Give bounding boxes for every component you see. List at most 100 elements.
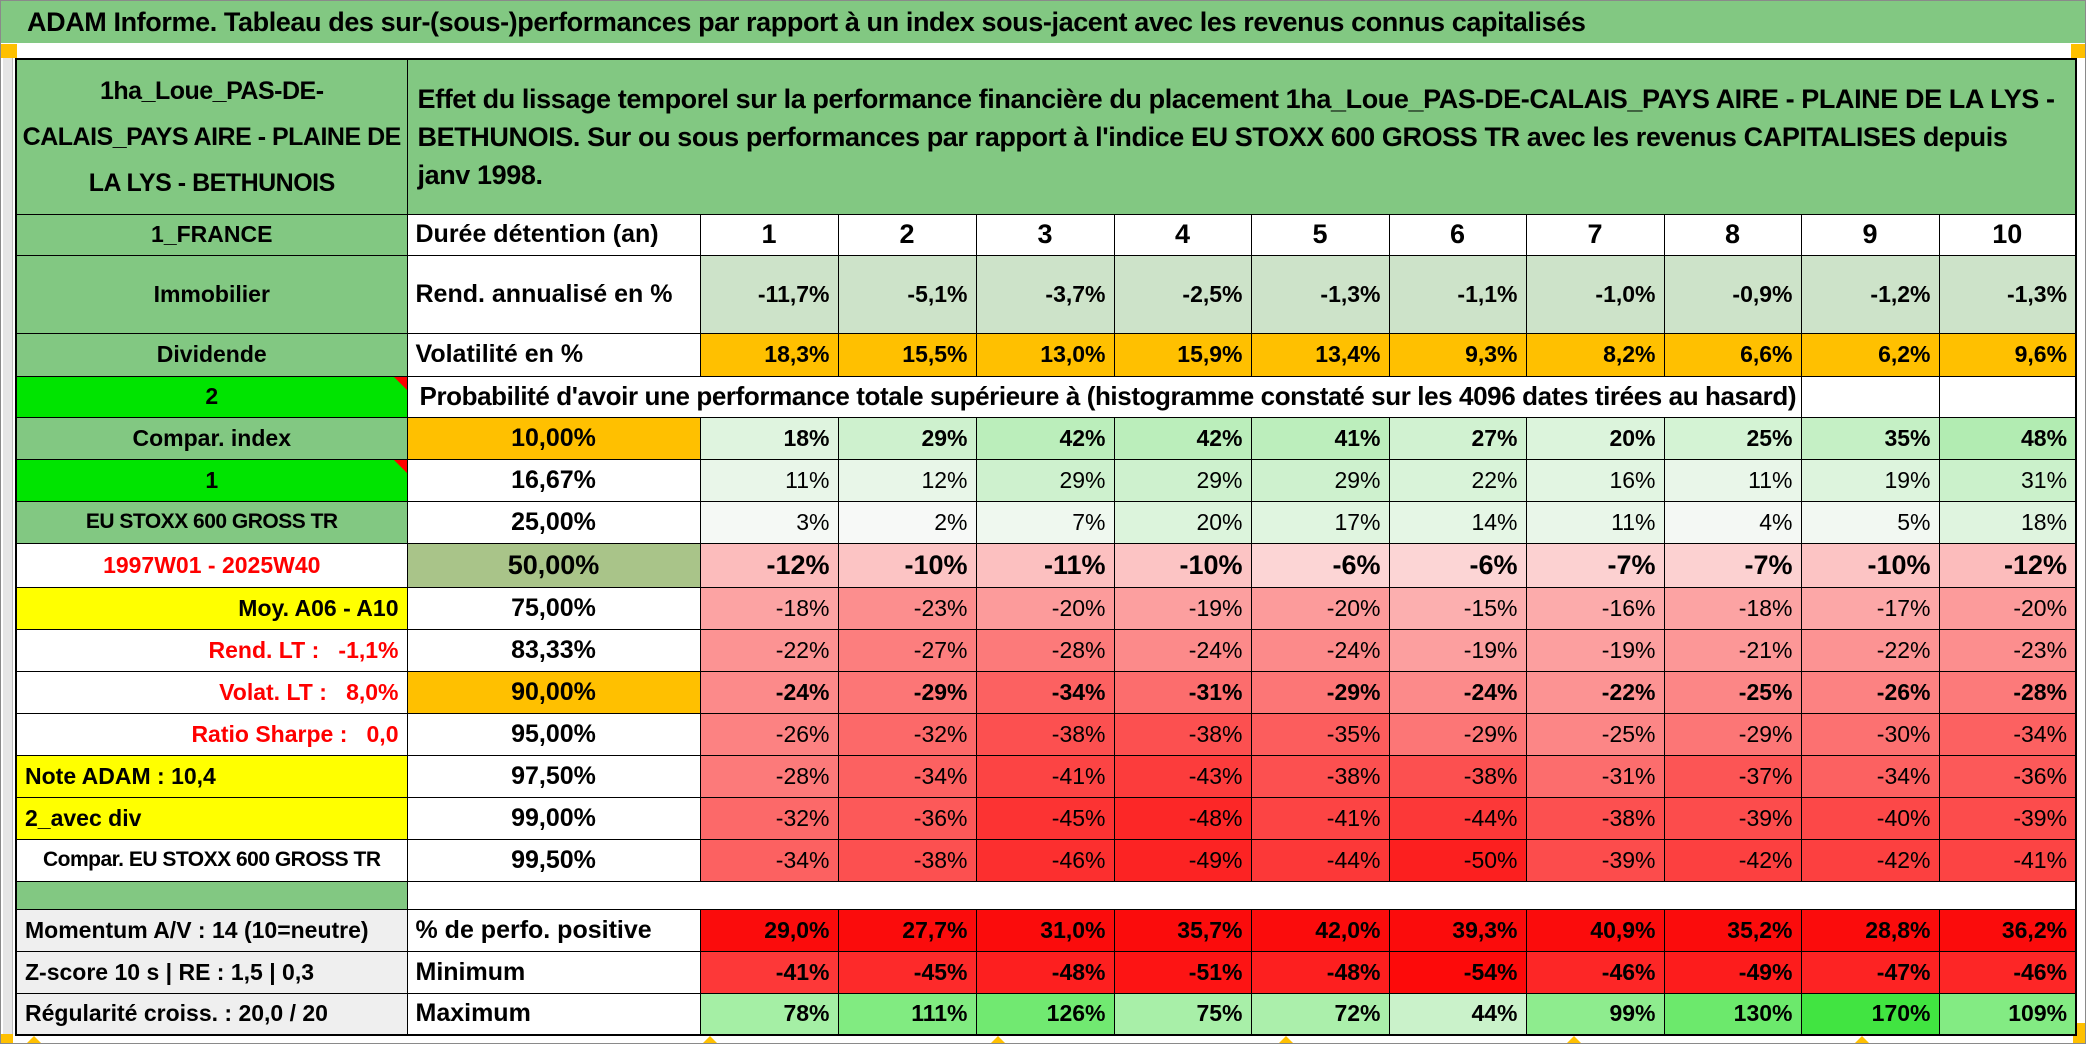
empty-cell[interactable]	[1800, 375, 1940, 418]
value-cell[interactable]: -38%	[1113, 712, 1252, 756]
value-cell[interactable]: -34%	[1800, 754, 1940, 798]
row-label[interactable]: Compar. index	[15, 416, 408, 460]
value-cell[interactable]: -45%	[837, 950, 977, 994]
value-cell[interactable]: -1,3%	[1938, 254, 2077, 334]
value-cell[interactable]: 1	[699, 213, 839, 256]
value-cell[interactable]: 126%	[975, 992, 1115, 1036]
value-cell[interactable]: -17%	[1800, 586, 1940, 630]
value-cell[interactable]: 8	[1663, 213, 1802, 256]
value-cell[interactable]: 35,2%	[1663, 908, 1802, 952]
value-cell[interactable]: -12%	[699, 542, 839, 588]
value-cell[interactable]: -31%	[1113, 670, 1252, 714]
value-cell[interactable]: 13,0%	[975, 332, 1115, 377]
value-cell[interactable]: 44%	[1388, 992, 1527, 1036]
value-cell[interactable]: 11%	[1663, 458, 1802, 502]
row-label[interactable]: Moy. A06 - A10	[15, 586, 408, 630]
value-cell[interactable]: 27,7%	[837, 908, 977, 952]
value-cell[interactable]: 36,2%	[1938, 908, 2077, 952]
value-cell[interactable]: 3	[975, 213, 1115, 256]
value-cell[interactable]: 72%	[1250, 992, 1390, 1036]
value-cell[interactable]: -31%	[1525, 754, 1665, 798]
value-cell[interactable]: 29%	[1250, 458, 1390, 502]
value-cell[interactable]: 6,2%	[1800, 332, 1940, 377]
row-label[interactable]: 2	[15, 375, 408, 418]
value-cell[interactable]: 35,7%	[1113, 908, 1252, 952]
value-cell[interactable]: 2	[837, 213, 977, 256]
value-cell[interactable]: -26%	[1800, 670, 1940, 714]
value-cell[interactable]: -26%	[699, 712, 839, 756]
value-cell[interactable]: -36%	[837, 796, 977, 840]
value-cell[interactable]: 14%	[1388, 500, 1527, 544]
value-cell[interactable]: 18%	[699, 416, 839, 460]
value-cell[interactable]: -23%	[1938, 628, 2077, 672]
value-cell[interactable]: -28%	[699, 754, 839, 798]
value-cell[interactable]: -29%	[1388, 712, 1527, 756]
value-cell[interactable]: 29%	[837, 416, 977, 460]
row-header[interactable]: Minimum	[406, 950, 701, 994]
value-cell[interactable]: -40%	[1800, 796, 1940, 840]
value-cell[interactable]: 7	[1525, 213, 1665, 256]
value-cell[interactable]: 9	[1800, 213, 1940, 256]
value-cell[interactable]: 18%	[1938, 500, 2077, 544]
row-header[interactable]: 97,50%	[406, 754, 701, 798]
value-cell[interactable]: -37%	[1663, 754, 1802, 798]
value-cell[interactable]: -12%	[1938, 542, 2077, 588]
value-cell[interactable]: -45%	[975, 796, 1115, 840]
value-cell[interactable]: -30%	[1800, 712, 1940, 756]
value-cell[interactable]: -29%	[1663, 712, 1802, 756]
value-cell[interactable]: -49%	[1113, 838, 1252, 882]
value-cell[interactable]: 5	[1250, 213, 1390, 256]
value-cell[interactable]: 42%	[975, 416, 1115, 460]
value-cell[interactable]: -22%	[1800, 628, 1940, 672]
value-cell[interactable]: 8,2%	[1525, 332, 1665, 377]
value-cell[interactable]: 11%	[1525, 500, 1665, 544]
row-label[interactable]: 2_avec div	[15, 796, 408, 840]
value-cell[interactable]: -18%	[699, 586, 839, 630]
value-cell[interactable]: -46%	[1525, 950, 1665, 994]
value-cell[interactable]: -18%	[1663, 586, 1802, 630]
value-cell[interactable]: 7%	[975, 500, 1115, 544]
row-label[interactable]: Z-score 10 s | RE : 1,5 | 0,3	[15, 950, 408, 994]
value-cell[interactable]: -42%	[1663, 838, 1802, 882]
value-cell[interactable]: 16%	[1525, 458, 1665, 502]
value-cell[interactable]: -19%	[1525, 628, 1665, 672]
row-header[interactable]: Durée détention (an)	[406, 213, 701, 256]
row-header[interactable]: % de perfo. positive	[406, 908, 701, 952]
row-header[interactable]: 50,00%	[406, 542, 701, 588]
row-label[interactable]: Régularité croiss. : 20,0 / 20	[15, 992, 408, 1036]
value-cell[interactable]: -20%	[975, 586, 1115, 630]
value-cell[interactable]: -47%	[1800, 950, 1940, 994]
value-cell[interactable]: -7%	[1525, 542, 1665, 588]
value-cell[interactable]: -23%	[837, 586, 977, 630]
value-cell[interactable]: -21%	[1663, 628, 1802, 672]
value-cell[interactable]: -41%	[1938, 838, 2077, 882]
row-label[interactable]: Ratio Sharpe : 0,0	[15, 712, 408, 756]
value-cell[interactable]: -42%	[1800, 838, 1940, 882]
row-label[interactable]: Rend. LT : -1,1%	[15, 628, 408, 672]
table-description[interactable]: Effet du lissage temporel sur la perform…	[406, 58, 2077, 215]
value-cell[interactable]: -10%	[837, 542, 977, 588]
value-cell[interactable]: 29%	[1113, 458, 1252, 502]
value-cell[interactable]: -1,3%	[1250, 254, 1390, 334]
value-cell[interactable]: -3,7%	[975, 254, 1115, 334]
value-cell[interactable]: 42%	[1113, 416, 1252, 460]
value-cell[interactable]: 4	[1113, 213, 1252, 256]
value-cell[interactable]: -25%	[1663, 670, 1802, 714]
value-cell[interactable]: -10%	[1113, 542, 1252, 588]
value-cell[interactable]: 40,9%	[1525, 908, 1665, 952]
row-header[interactable]: 25,00%	[406, 500, 701, 544]
value-cell[interactable]: -34%	[1938, 712, 2077, 756]
row-header[interactable]: 75,00%	[406, 586, 701, 630]
value-cell[interactable]: -20%	[1938, 586, 2077, 630]
value-cell[interactable]: -48%	[1113, 796, 1252, 840]
value-cell[interactable]: -10%	[1800, 542, 1940, 588]
value-cell[interactable]: -41%	[975, 754, 1115, 798]
value-cell[interactable]: -20%	[1250, 586, 1390, 630]
value-cell[interactable]: -51%	[1113, 950, 1252, 994]
value-cell[interactable]: -32%	[699, 796, 839, 840]
value-cell[interactable]: -24%	[699, 670, 839, 714]
value-cell[interactable]: 6	[1388, 213, 1527, 256]
placement-name[interactable]: 1ha_Loue_PAS-DE-CALAIS_PAYS AIRE - PLAIN…	[15, 58, 408, 215]
value-cell[interactable]: 42,0%	[1250, 908, 1390, 952]
value-cell[interactable]: -27%	[837, 628, 977, 672]
